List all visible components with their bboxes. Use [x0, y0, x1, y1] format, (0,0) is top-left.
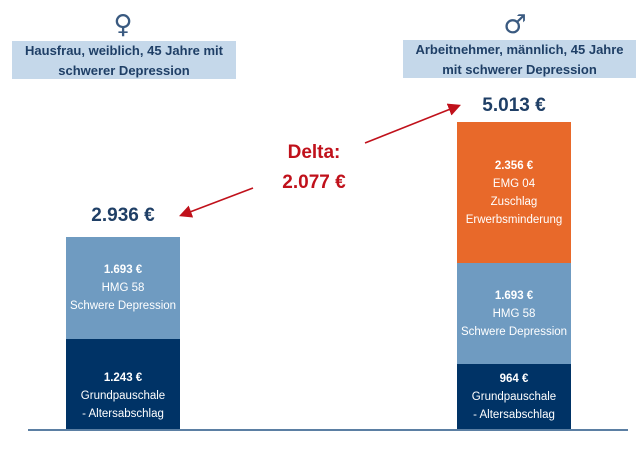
- left-bar-grundpauschale-segment: 1.243 € Grundpauschale - Altersabschlag: [66, 339, 180, 429]
- segment-value: 1.693 €: [494, 289, 534, 302]
- segment-value: 964 €: [499, 372, 529, 385]
- segment-line1: Grundpauschale: [471, 390, 557, 403]
- left-label-line2: schwerer Depression: [58, 63, 190, 78]
- male-icon: ♂: [503, 10, 527, 40]
- delta-value: 2.077 €: [282, 172, 346, 193]
- female-icon: ♀: [113, 10, 133, 40]
- arrow-to-right-icon: [364, 103, 461, 144]
- left-total: 2.936 €: [91, 205, 155, 226]
- segment-line1: Grundpauschale: [80, 390, 166, 402]
- right-label-line1: Arbeitnehmer, männlich, 45 Jahre: [415, 42, 624, 57]
- right-bar-emg-segment: 2.356 € EMG 04 Zuschlag Erwerbsminderung: [457, 122, 571, 263]
- segment-value: 2.356 €: [494, 159, 534, 172]
- segment-line1: HMG 58: [101, 282, 145, 294]
- delta-label: Delta:: [287, 142, 341, 163]
- segment-line2: - Altersabschlag: [82, 408, 164, 420]
- arrow-to-left-icon: [179, 187, 254, 218]
- segment-line2: Zuschlag: [490, 195, 538, 208]
- segment-line2: Schwere Depression: [69, 300, 177, 312]
- right-total: 5.013 €: [482, 95, 546, 116]
- right-bar-hmg-segment: 1.693 € HMG 58 Schwere Depression: [457, 263, 571, 364]
- delta-annotation: Delta: 2.077 €: [254, 138, 374, 198]
- segment-line2: Schwere Depression: [460, 325, 568, 338]
- left-category-label: Hausfrau, weiblich, 45 Jahre mit schwere…: [12, 41, 236, 79]
- segment-line1: EMG 04: [492, 177, 536, 190]
- left-bar-hmg-segment: 1.693 € HMG 58 Schwere Depression: [66, 237, 180, 339]
- segment-line2: - Altersabschlag: [473, 408, 555, 421]
- segment-value: 1.243 €: [103, 372, 143, 384]
- right-category-label: Arbeitnehmer, männlich, 45 Jahre mit sch…: [403, 40, 636, 78]
- right-label-line2: mit schwerer Depression: [442, 62, 597, 77]
- segment-line1: HMG 58: [492, 307, 536, 320]
- x-axis-baseline: [28, 429, 628, 431]
- segment-line3: Erwerbsminderung: [465, 213, 563, 226]
- segment-value: 1.693 €: [103, 264, 143, 276]
- left-label-line1: Hausfrau, weiblich, 45 Jahre mit: [25, 43, 223, 58]
- right-bar-grundpauschale-segment: 964 € Grundpauschale - Altersabschlag: [457, 364, 571, 429]
